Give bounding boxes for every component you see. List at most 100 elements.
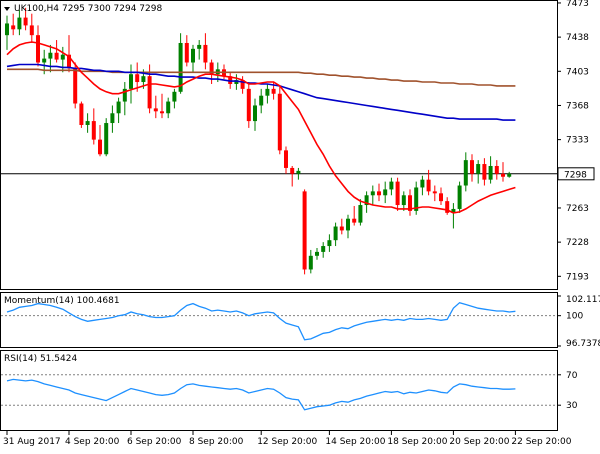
time-tick-label: 12 Sep 20:00	[257, 437, 317, 447]
current-price-tag	[557, 167, 595, 181]
candle	[135, 62, 140, 92]
candle	[17, 9, 22, 36]
candle	[383, 181, 388, 204]
dropdown-triangle-icon[interactable]	[4, 7, 10, 11]
candle	[364, 191, 369, 213]
candle	[414, 181, 419, 215]
candle	[54, 40, 59, 63]
price-tick-label: 7368	[566, 101, 589, 111]
candle	[85, 113, 90, 133]
candle	[234, 74, 239, 90]
price-tick-label: 7333	[566, 136, 589, 146]
candle	[253, 98, 257, 131]
candlestick-series	[5, 7, 512, 275]
rsi-pane	[0, 350, 558, 431]
candle	[327, 234, 332, 252]
candle	[494, 160, 499, 180]
candle	[110, 105, 115, 133]
time-axis: 31 Aug 2017 4 Sep 20:00 6 Sep 20:00 8 Sep 2…	[3, 431, 572, 447]
candle	[346, 214, 350, 239]
rsi-title: RSI(14) 51.5424	[4, 354, 77, 364]
time-tick-label: 31 Aug 2017	[3, 437, 61, 447]
candle	[321, 242, 326, 258]
time-tick-label: 18 Sep 20:00	[387, 437, 447, 447]
price-tick-label: 7473	[566, 0, 589, 9]
candle	[401, 191, 406, 211]
candle	[420, 175, 425, 196]
candle	[358, 199, 363, 226]
candle	[184, 35, 189, 67]
candle	[23, 7, 28, 31]
time-tick-label: 22 Sep 20:00	[511, 437, 571, 447]
sma-200-line	[7, 68, 516, 87]
rsi-indicator: 70 30	[1, 371, 578, 411]
candle	[507, 171, 512, 178]
momentum-indicator: 96.7378 100 102.1171	[1, 295, 600, 349]
momentum-tick-label: 96.7378	[566, 339, 600, 349]
price-axis: 7193 7228 7263 7333 7368 7403 7438 7473	[557, 0, 589, 282]
candle	[377, 183, 381, 202]
candle	[259, 88, 264, 114]
symbol-label: UK100,H4	[14, 4, 59, 14]
candle	[408, 189, 412, 216]
candle	[370, 185, 375, 206]
candle	[203, 33, 208, 70]
momentum-title: Momentum(14) 100.4681	[4, 296, 120, 306]
candle	[191, 44, 195, 73]
candle	[67, 35, 71, 73]
time-tick-label: 6 Sep 20:00	[127, 437, 182, 447]
candle	[172, 88, 177, 109]
candle	[445, 197, 450, 215]
candle	[501, 162, 505, 182]
candle	[426, 169, 431, 196]
sma-20-line	[6, 41, 516, 214]
candle	[451, 203, 456, 229]
candle	[476, 160, 481, 184]
price-tick-label: 7438	[566, 33, 589, 43]
candle	[463, 152, 468, 192]
candle	[29, 13, 34, 43]
momentum-tick-label: 102.1171	[566, 295, 600, 305]
candle	[482, 158, 487, 186]
candle	[116, 97, 121, 124]
current-price-value: 7298	[564, 170, 587, 180]
candle	[5, 15, 9, 50]
time-tick-label: 14 Sep 20:00	[325, 437, 385, 447]
candle	[160, 93, 164, 119]
candle	[240, 76, 245, 94]
candle	[277, 85, 282, 155]
candle	[315, 247, 319, 260]
candle	[265, 83, 270, 104]
candle	[432, 185, 437, 202]
candle	[290, 165, 295, 187]
candle	[91, 108, 96, 145]
time-tick-label: 8 Sep 20:00	[189, 437, 244, 447]
rsi-tick-label: 30	[566, 401, 578, 411]
candle	[284, 146, 288, 174]
candle	[129, 64, 133, 104]
candle	[352, 206, 357, 226]
moving-average-lines	[6, 41, 516, 214]
candle	[166, 97, 171, 119]
candle	[246, 82, 251, 128]
momentum-tick-label: 100	[566, 312, 583, 322]
candle	[197, 40, 202, 60]
candle	[36, 25, 40, 67]
candle	[395, 177, 400, 211]
candle	[73, 62, 78, 109]
ohlc-label: 7295 7300 7294 7298	[62, 4, 162, 14]
candle	[339, 218, 344, 235]
candle	[11, 13, 16, 36]
candle	[153, 95, 158, 119]
candle	[470, 154, 474, 182]
candle	[457, 181, 462, 213]
candle	[302, 189, 307, 275]
rsi-line	[6, 378, 516, 411]
candle	[48, 44, 53, 73]
price-tick-label: 7263	[566, 204, 589, 214]
candle	[98, 124, 102, 157]
price-tick-label: 7193	[566, 272, 589, 282]
price-tick-label: 7403	[566, 67, 589, 77]
